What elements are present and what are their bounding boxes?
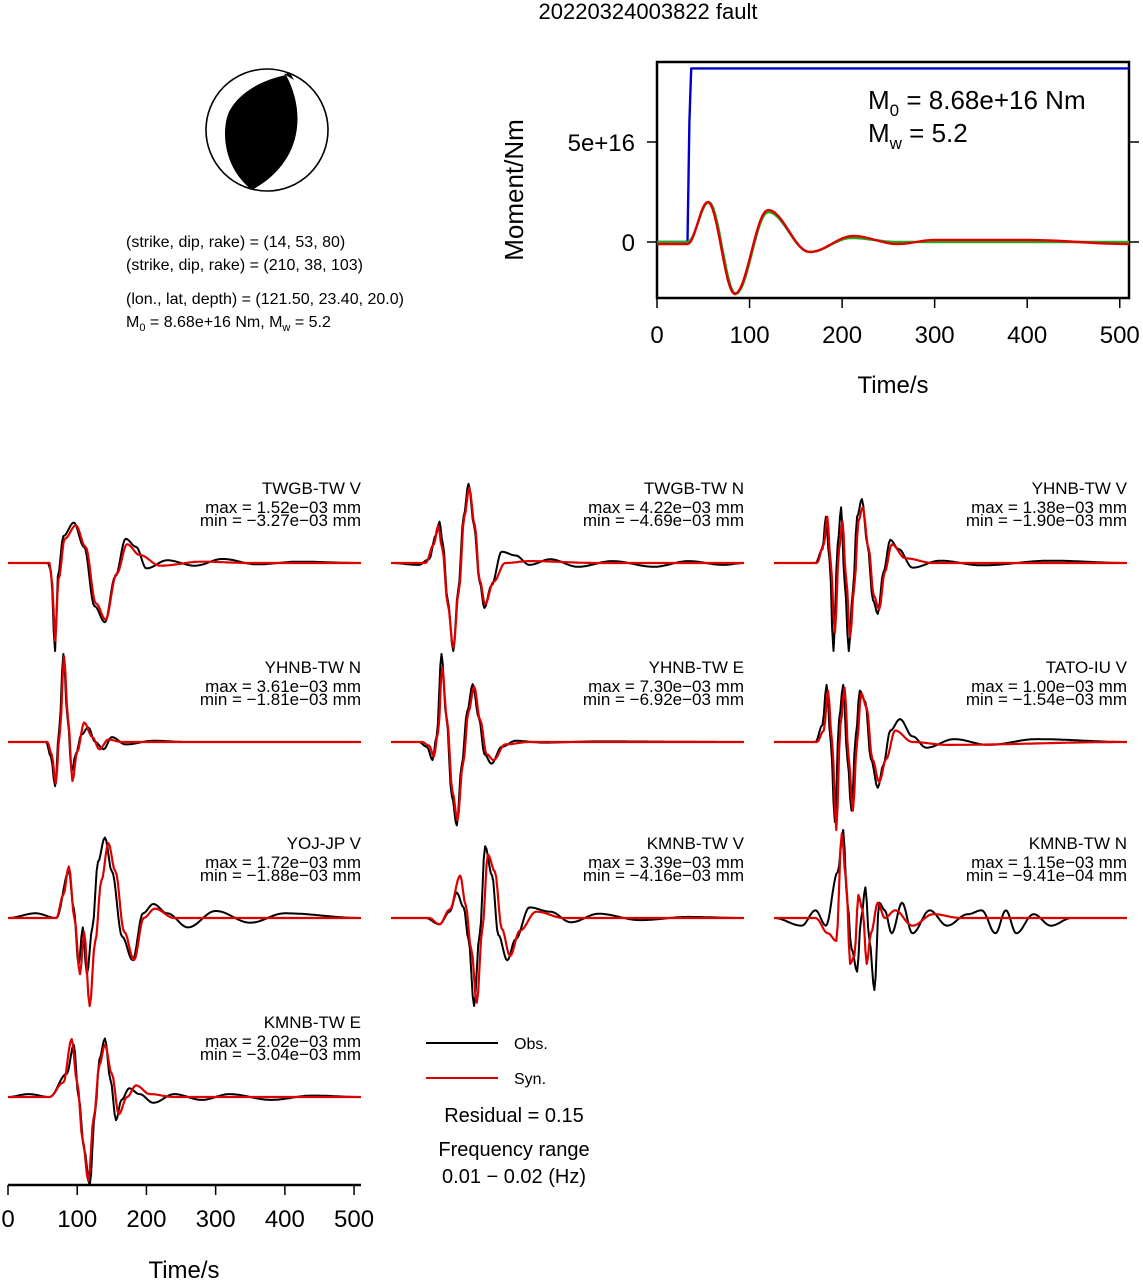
station-label: TATO-IU V: [1046, 658, 1128, 677]
min-amplitude-label: min = −9.41e−04 mm: [966, 866, 1127, 885]
synthetic-waveform: [774, 832, 1127, 966]
moment-mw-label: Mw = 5.2: [868, 118, 968, 153]
plane1-text: (strike, dip, rake) = (14, 53, 80): [126, 234, 345, 251]
station-label: YHNB-TW V: [1032, 479, 1128, 498]
synthetic-waveform: [391, 486, 744, 649]
moment-xtick-label: 100: [730, 322, 770, 349]
max-amplitude-label: max = 1.72e−03 mm: [205, 853, 361, 872]
moment-panel: Moment/Nm Time/s M0 = 8.68e+16 Nm Mw = 5…: [499, 60, 1140, 399]
observed-waveform: [774, 498, 1127, 652]
moment-series: [657, 67, 1130, 296]
station-label: KMNB-TW N: [1029, 834, 1127, 853]
moment-xtick-label: 300: [915, 322, 955, 349]
moment-ytick-label: 0: [622, 230, 635, 257]
min-amplitude-label: min = −1.54e−03 mm: [966, 690, 1127, 709]
synthetic-waveform: [391, 666, 744, 822]
synthetic-waveform: [8, 1037, 361, 1183]
min-amplitude-label: min = −3.04e−03 mm: [200, 1045, 361, 1064]
max-amplitude-label: max = 7.30e−03 mm: [588, 677, 744, 696]
frequency-range: 0.01 − 0.02 (Hz): [442, 1166, 586, 1188]
moment-xtick-label: 0: [650, 322, 663, 349]
min-amplitude-label: min = −1.88e−03 mm: [200, 866, 361, 885]
moment-xtick-label: 500: [1100, 322, 1140, 349]
waveform-xtick-label: 400: [265, 1206, 305, 1233]
max-amplitude-label: max = 2.02e−03 mm: [205, 1032, 361, 1051]
synthetic-waveform: [774, 686, 1127, 832]
synthetic-waveform: [391, 853, 744, 1004]
waveform-xtick-label: 200: [126, 1206, 166, 1233]
waveform-xtick-label: 500: [334, 1206, 374, 1233]
synthetic-waveform: [8, 524, 361, 643]
station-label: YOJ-JP V: [287, 834, 362, 853]
location-text: (lon., lat, depth) = (121.50, 23.40, 20.…: [126, 291, 404, 308]
min-amplitude-label: min = −6.92e−03 mm: [583, 690, 744, 709]
max-amplitude-label: max = 4.22e−03 mm: [588, 498, 744, 517]
max-amplitude-label: max = 3.39e−03 mm: [588, 853, 744, 872]
min-amplitude-label: min = −1.90e−03 mm: [966, 511, 1127, 530]
legend-obs-label: Obs.: [514, 1036, 548, 1053]
figure-title: 20220324003822 fault: [539, 0, 758, 24]
frequency-title: Frequency range: [438, 1139, 589, 1161]
waveform-xtick-label: 100: [57, 1206, 97, 1233]
residual-text: Residual = 0.15: [444, 1105, 584, 1127]
moment-xtick-label: 400: [1007, 322, 1047, 349]
station-label: TWGB-TW N: [644, 479, 744, 498]
station-label: TWGB-TW V: [262, 479, 362, 498]
max-amplitude-label: max = 1.52e−03 mm: [205, 498, 361, 517]
waveform-time-axis: 0 100 200 300 400 500: [1, 1183, 374, 1233]
max-amplitude-label: max = 1.38e−03 mm: [971, 498, 1127, 517]
synthetic-waveform: [8, 841, 361, 1008]
synthetic-waveform: [774, 506, 1127, 639]
min-amplitude-label: min = −1.81e−03 mm: [200, 690, 361, 709]
moment-ylabel: Moment/Nm: [499, 119, 529, 261]
max-amplitude-label: max = 1.15e−03 mm: [971, 853, 1127, 872]
moment-series-line: [657, 200, 1130, 296]
waveform-xtick-label: 0: [1, 1206, 14, 1233]
waveform-xtick-label: 300: [196, 1206, 236, 1233]
moment-ytick-label: 5e+16: [568, 130, 635, 157]
plane2-text: (strike, dip, rake) = (210, 38, 103): [126, 257, 363, 274]
moment-xlabel: Time/s: [857, 372, 928, 399]
moment-axes: 0 100 200 300 400 500 0 5e+16: [568, 130, 1140, 349]
min-amplitude-label: min = −3.27e−03 mm: [200, 511, 361, 530]
waveform-xlabel: Time/s: [148, 1257, 219, 1281]
max-amplitude-label: max = 3.61e−03 mm: [205, 677, 361, 696]
observed-waveform: [8, 521, 361, 652]
synthetic-waveform: [8, 655, 361, 785]
observed-waveform: [774, 683, 1127, 823]
beachball-compressional-region: [224, 75, 298, 190]
legend: Obs. Syn. Residual = 0.15 Frequency rang…: [426, 1036, 590, 1188]
magnitude-summary: M0 = 8.68e+16 Nm, Mw = 5.2: [126, 314, 331, 334]
station-label: KMNB-TW E: [264, 1013, 361, 1032]
max-amplitude-label: max = 1.00e−03 mm: [971, 677, 1127, 696]
min-amplitude-label: min = −4.69e−03 mm: [583, 511, 744, 530]
legend-syn-label: Syn.: [514, 1071, 546, 1088]
moment-plot-frame: [655, 60, 1131, 300]
moment-xtick-label: 200: [822, 322, 862, 349]
moment-m0-label: M0 = 8.68e+16 Nm: [868, 85, 1086, 120]
beachball-diagram: [205, 68, 329, 192]
station-label: KMNB-TW V: [647, 834, 745, 853]
min-amplitude-label: min = −4.16e−03 mm: [583, 866, 744, 885]
station-label: YHNB-TW N: [265, 658, 361, 677]
station-label: YHNB-TW E: [649, 658, 744, 677]
